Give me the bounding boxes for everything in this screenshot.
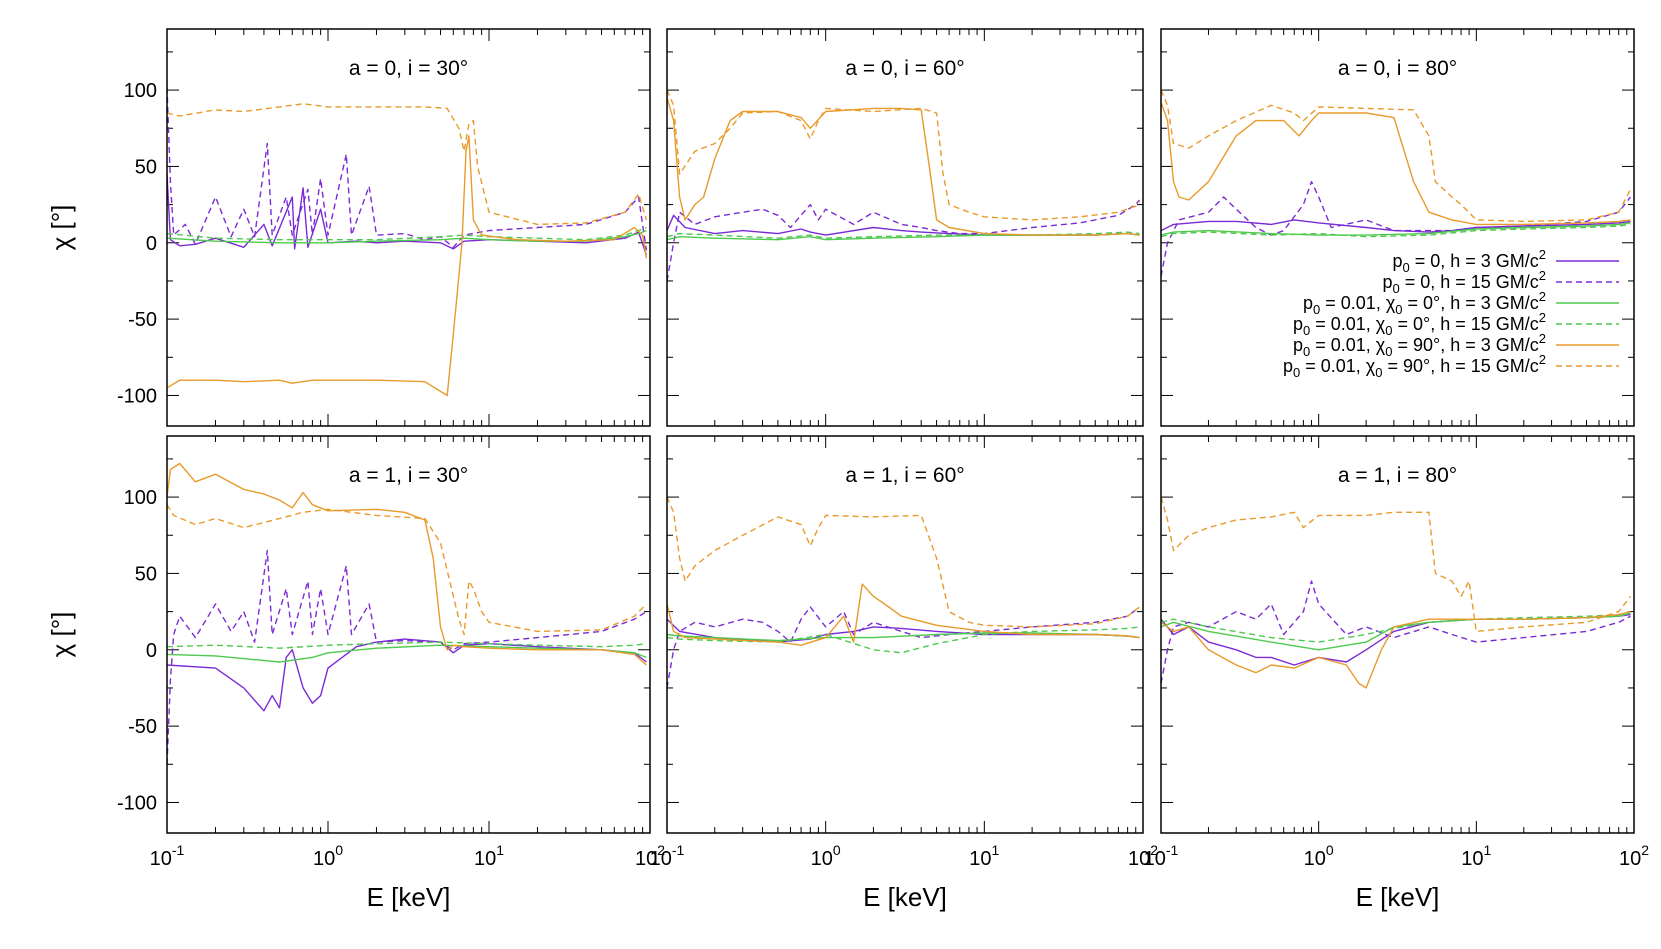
series-line-purple-solid <box>167 174 648 256</box>
y-tick-label: 50 <box>135 563 157 585</box>
series-group <box>167 462 647 765</box>
series-line-purple-dashed <box>1161 580 1631 684</box>
series-line-green-dashed <box>167 641 647 649</box>
series-line-purple-solid <box>1161 613 1631 666</box>
series-line-purple-dashed <box>667 199 1141 282</box>
legend-entry-label: p0 = 0.01, χ0 = 0°, h = 3 GM/c2 <box>1303 289 1546 317</box>
x-tick-label: 101 <box>969 842 999 870</box>
series-line-purple-dashed <box>667 606 1140 689</box>
series-line-purple-solid <box>167 638 647 712</box>
panel-frame <box>666 28 1144 427</box>
y-tick-label: 0 <box>146 233 157 255</box>
series-group <box>667 496 1140 689</box>
panel-frame <box>1160 435 1635 834</box>
panel-title: a = 1, i = 30° <box>349 464 468 487</box>
x-tick-label: 102 <box>635 842 665 870</box>
panel-title: a = 1, i = 60° <box>845 464 964 487</box>
series-group <box>1161 496 1632 689</box>
panel-frame <box>666 435 1144 834</box>
series-line-orange-dashed <box>1161 496 1632 633</box>
series-line-orange-solid <box>667 97 1140 236</box>
series-line-orange-solid <box>167 135 648 397</box>
x-tick-label: 102 <box>1128 842 1158 870</box>
x-tick-label: 10-1 <box>1144 842 1179 870</box>
x-tick-label: 100 <box>313 842 343 870</box>
series-line-orange-solid <box>1161 610 1631 689</box>
series-line-green-dashed <box>1161 223 1631 238</box>
legend-entry-label: p0 = 0.01, χ0 = 90°, h = 15 GM/c2 <box>1283 352 1546 380</box>
series-line-orange-solid <box>167 462 647 666</box>
series-line-green-dashed <box>667 626 1140 654</box>
series-group <box>667 89 1141 282</box>
x-axis-label: E [keV] <box>863 882 947 912</box>
panel-title: a = 1, i = 80° <box>1338 464 1457 487</box>
x-tick-label: 100 <box>1304 842 1334 870</box>
x-axis-label: E [keV] <box>1356 882 1440 912</box>
x-tick-label: 101 <box>1461 842 1491 870</box>
x-tick-label: 101 <box>474 842 504 870</box>
panel-frame <box>166 435 651 834</box>
panel-2: a = 0, i = 60° <box>666 28 1144 427</box>
y-tick-label: 50 <box>135 156 157 178</box>
series-group <box>1161 89 1632 277</box>
panel-title: a = 0, i = 60° <box>845 57 964 80</box>
panel-6: a = 1, i = 80° 10-1 100 101 102 E [keV] <box>1144 435 1649 912</box>
series-line-purple-solid <box>1161 219 1631 233</box>
panel-frame <box>166 28 651 427</box>
panel-4: a = 1, i = 30° 100 50 0 -50 -100 χ [°] 10-1 100 1… <box>46 435 665 912</box>
series-line-purple-dashed <box>167 86 648 251</box>
series-line-orange-dashed <box>1161 89 1632 223</box>
panel-title: a = 0, i = 80° <box>1338 57 1457 80</box>
y-tick-label: 100 <box>124 487 157 509</box>
x-axis-label: E [keV] <box>367 882 451 912</box>
legend-entry-label: p0 = 0.01, χ0 = 0°, h = 15 GM/c2 <box>1293 310 1546 338</box>
series-line-orange-dashed <box>167 504 647 636</box>
y-axis-label: χ [°] <box>46 205 76 251</box>
y-tick-label: 100 <box>124 80 157 102</box>
y-axis-label: χ [°] <box>46 612 76 658</box>
legend-entry-label: p0 = 0, h = 15 GM/c2 <box>1382 268 1546 296</box>
series-line-green-solid <box>1161 222 1631 236</box>
legend-entry-label: p0 = 0, h = 3 GM/c2 <box>1392 247 1546 275</box>
series-line-green-solid <box>167 644 647 663</box>
series-line-purple-dashed <box>167 549 647 765</box>
y-tick-label: 0 <box>146 640 157 662</box>
x-tick-label: 102 <box>1619 842 1649 870</box>
panel-title: a = 0, i = 30° <box>349 57 468 80</box>
series-line-green-dashed <box>167 226 647 241</box>
series-group <box>167 86 648 397</box>
x-tick-label: 100 <box>811 842 841 870</box>
series-line-orange-solid <box>667 583 1140 646</box>
y-tick-label: -100 <box>117 792 157 814</box>
series-line-orange-dashed <box>167 103 648 226</box>
series-line-orange-dashed <box>667 496 1140 628</box>
legend-entry-label: p0 = 0.01, χ0 = 90°, h = 3 GM/c2 <box>1293 331 1546 359</box>
x-tick-label: 10-1 <box>150 842 185 870</box>
y-tick-label: -50 <box>128 309 157 331</box>
series-line-orange-dashed <box>667 89 1141 221</box>
series-line-purple-dashed <box>1161 181 1632 277</box>
y-tick-label: -100 <box>117 385 157 407</box>
series-line-green-solid <box>167 229 647 244</box>
x-tick-label: 10-1 <box>650 842 685 870</box>
panel-frame <box>1160 28 1635 427</box>
panel-1: a = 0, i = 30° 100 50 0 -50 -100 χ [°] <box>46 28 651 427</box>
y-tick-label: -50 <box>128 716 157 738</box>
series-line-orange-solid <box>1161 102 1631 226</box>
panel-5: a = 1, i = 60° 10-1 100 101 102 E [keV] <box>650 435 1158 912</box>
